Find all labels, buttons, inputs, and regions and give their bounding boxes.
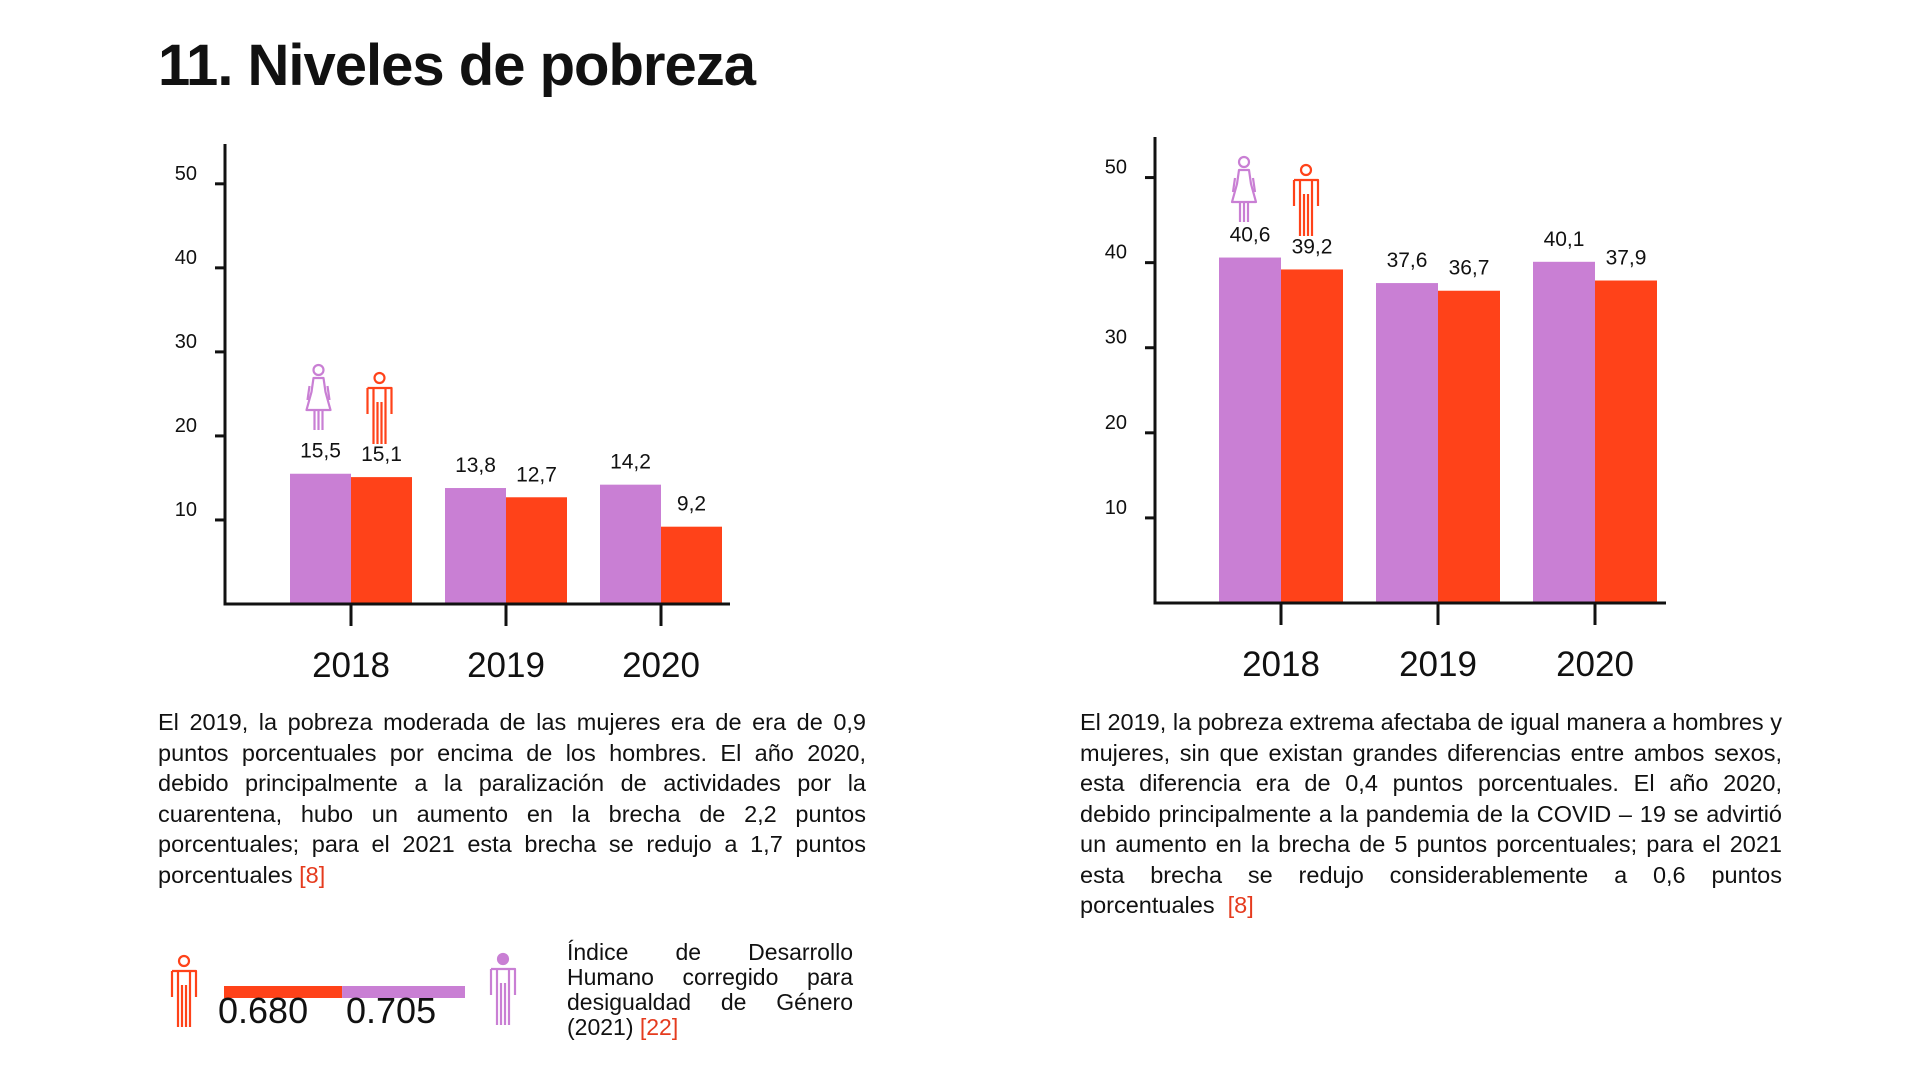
bar: [661, 526, 722, 604]
woman-icon-legs: [313, 410, 324, 430]
woman-icon-arms: [1231, 177, 1257, 193]
x-tick-label: 2018: [312, 646, 390, 685]
woman-icon: [1230, 155, 1258, 222]
reference-link[interactable]: [8]: [299, 861, 326, 888]
bar: [506, 497, 567, 604]
men-index-value: 0.705: [346, 990, 437, 1031]
man-icon-head: [373, 371, 386, 385]
bar: [445, 488, 506, 604]
gender-development-index-graphic: [170, 952, 517, 1027]
reference-link[interactable]: [22]: [639, 1014, 679, 1040]
index-bar-segment: [342, 986, 465, 998]
man-icon-head: [1299, 163, 1313, 177]
man-icon: [489, 952, 517, 1025]
bar: [1376, 283, 1438, 603]
man-icon: [1292, 163, 1320, 236]
y-tick-label: 40: [1105, 242, 1127, 264]
bar: [351, 477, 412, 604]
y-tick-label: 20: [175, 415, 197, 437]
x-tick-label: 2020: [622, 646, 700, 685]
man-icon-legs: [495, 969, 511, 1025]
data-label: 9,2: [677, 493, 706, 516]
man-icon-torso: [1292, 178, 1320, 206]
women-index-value: 0.680: [218, 990, 309, 1031]
reference-link[interactable]: [8]: [1227, 892, 1254, 918]
bar: [1595, 280, 1657, 603]
woman-icon: [305, 363, 332, 430]
extreme-poverty-chart: 10 20 30 40 50 40,6 39,2 2018 37,6 36,7 2019 40,1 37…: [1105, 137, 1666, 684]
bar: [1533, 261, 1595, 603]
data-label: 40,1: [1544, 228, 1585, 251]
data-label: 40,6: [1230, 224, 1271, 247]
x-tick-label: 2018: [1242, 645, 1320, 684]
bar: [1438, 290, 1500, 603]
bar: [1219, 257, 1281, 603]
page-title: 11. Niveles de pobreza: [158, 33, 756, 98]
x-tick-label: 2020: [1556, 645, 1634, 684]
man-icon-head-fill: [498, 954, 508, 964]
data-label: 39,2: [1292, 235, 1333, 258]
y-tick-label: 30: [175, 331, 197, 353]
y-tick-label: 10: [1105, 497, 1127, 519]
gender-index-label: Índice de Desarrollo Humano corregido pa…: [567, 940, 853, 1040]
data-label: 13,8: [455, 454, 496, 477]
woman-icon-head: [1237, 155, 1251, 169]
y-tick-label: 20: [1105, 412, 1127, 434]
data-label: 15,5: [300, 440, 341, 463]
woman-icon-head: [312, 363, 325, 377]
data-label: 15,1: [361, 443, 402, 466]
x-tick-label: 2019: [467, 646, 545, 685]
y-tick-label: 50: [1105, 157, 1127, 179]
woman-icon-body: [305, 376, 332, 412]
moderate-poverty-description: El 2019, la pobreza moderada de las muje…: [158, 707, 866, 890]
man-icon-legs: [1298, 180, 1314, 236]
man-icon-head: [177, 954, 191, 968]
data-label: 37,6: [1387, 249, 1428, 272]
data-label: 36,7: [1449, 257, 1490, 280]
index-bar-segment: [224, 986, 343, 998]
man-icon-legs: [176, 971, 192, 1027]
bar: [1281, 269, 1343, 603]
bar: [290, 473, 351, 604]
woman-icon-body: [1230, 168, 1258, 204]
x-tick-label: 2019: [1399, 645, 1477, 684]
woman-icon-legs: [1238, 202, 1250, 222]
y-tick-label: 30: [1105, 327, 1127, 349]
data-label: 14,2: [610, 451, 651, 474]
gender-index-label-text: Índice de Desarrollo Humano corregido pa…: [567, 939, 853, 1040]
y-tick-label: 50: [175, 163, 197, 185]
man-icon: [366, 371, 393, 444]
extreme-poverty-description: El 2019, la pobreza extrema afectaba de …: [1080, 707, 1782, 921]
bar: [600, 484, 661, 604]
man-icon-legs: [372, 388, 387, 444]
man-icon-torso: [170, 969, 198, 997]
description-text: El 2019, la pobreza extrema afectaba de …: [1080, 709, 1782, 918]
y-tick-label: 10: [175, 499, 197, 521]
man-icon-torso: [489, 967, 517, 995]
woman-icon-arms: [306, 385, 331, 401]
description-text: El 2019, la pobreza moderada de las muje…: [158, 709, 866, 888]
y-tick-label: 40: [175, 247, 197, 269]
moderate-poverty-chart: 10 20 30 40 50 15,5 15,1 2018 13,8 12,7 2019 14,2 9,…: [175, 144, 730, 685]
man-icon: [170, 954, 198, 1027]
data-label: 12,7: [516, 463, 557, 486]
data-label: 37,9: [1606, 247, 1647, 270]
man-icon-torso: [366, 386, 393, 414]
